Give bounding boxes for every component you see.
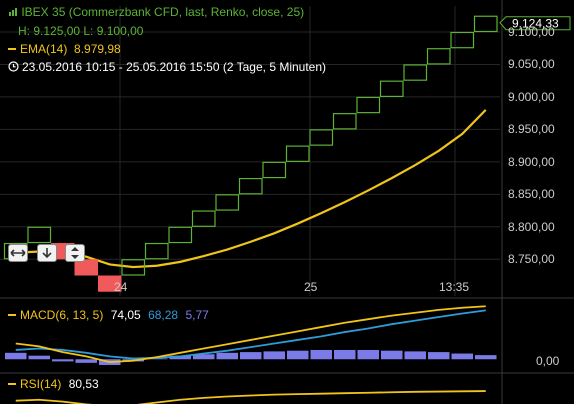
renko-brick-up <box>473 15 498 33</box>
price-tick-label: 8.950,00 <box>508 122 555 137</box>
histogram-value: 5,77 <box>185 308 209 322</box>
ema-layer <box>15 109 487 269</box>
renko-brick-up <box>332 113 357 130</box>
renko-brick-down <box>98 275 122 292</box>
macd-histogram-bar <box>263 351 285 360</box>
renko-brick-up <box>27 226 52 244</box>
scroll-horizontal-button[interactable] <box>8 244 28 262</box>
macd-histogram-bar <box>451 353 473 360</box>
renko-brick-up <box>285 145 310 162</box>
current-price-value: 9.124,33 <box>512 17 559 31</box>
macd-histogram-bar <box>357 349 379 360</box>
price-tick-label: 8.900,00 <box>508 154 555 169</box>
macd-histogram-bar <box>381 350 403 360</box>
macd-line <box>15 305 486 364</box>
legend-title: IBEX 35 (Commerzbank CFD, last, Renko, c… <box>8 5 304 19</box>
ema-value: 8.979,98 <box>74 42 121 56</box>
macd-histogram-bar <box>404 351 426 360</box>
price-tick-label: 9.000,00 <box>508 89 555 104</box>
clock-icon <box>8 61 19 72</box>
macd-histogram-bar <box>75 359 97 363</box>
scale-vertical-button[interactable] <box>65 244 85 262</box>
macd-histogram-bar <box>5 352 27 360</box>
renko-brick-down <box>74 259 98 276</box>
renko-brick-up <box>191 210 216 227</box>
macd-histogram-bar <box>52 359 74 362</box>
renko-bricks <box>3 15 498 292</box>
macd-histogram-bar <box>334 349 356 360</box>
macd-histogram-bar <box>216 352 238 360</box>
macd-histogram-bar <box>428 352 450 360</box>
renko-brick-up <box>403 64 428 81</box>
macd-histogram-bar <box>310 349 332 360</box>
rsi-value: 80,53 <box>68 377 99 391</box>
arrow-left-right-icon <box>10 249 26 257</box>
high-low-line: H: 9.125,00 L: 9.100,00 <box>18 24 144 38</box>
time-tick-label: 13:35 <box>439 280 470 294</box>
signal-value: 68,28 <box>148 308 179 322</box>
rsi-swatch <box>8 383 16 385</box>
rsi-layer <box>15 390 486 404</box>
macd-label: MACD(6, 13, 5) <box>20 308 104 322</box>
arrow-up-down-icon <box>71 247 79 259</box>
macd-histogram-bar <box>240 352 262 360</box>
renko-brick-up <box>379 80 404 98</box>
renko-brick-up <box>168 226 193 244</box>
macd-histogram-bar <box>28 355 50 360</box>
macd-histogram-bar <box>475 355 497 360</box>
price-tick-label: 8.850,00 <box>508 187 555 202</box>
renko-brick-up <box>356 96 381 114</box>
macd-histogram-bar <box>146 358 168 360</box>
ema-label: EMA(14) <box>20 42 68 56</box>
renko-brick-up <box>426 48 451 65</box>
macd-legend: MACD(6, 13, 5) 74,05 68,28 5,77 <box>8 308 209 322</box>
ema-line <box>15 109 487 269</box>
rsi-line <box>15 390 486 404</box>
ema-swatch <box>8 48 16 50</box>
rsi-legend: RSI(14) 80,53 <box>8 377 99 391</box>
renko-brick-up <box>121 259 146 276</box>
macd-layer <box>5 305 497 365</box>
instrument-title: IBEX 35 (Commerzbank CFD, last, Renko, c… <box>21 5 305 19</box>
renko-brick-up <box>450 31 475 49</box>
renko-bars-icon <box>8 6 18 16</box>
macd-zero-label: 0,00 <box>536 354 560 368</box>
renko-brick-up <box>309 129 334 146</box>
renko-brick-up <box>262 161 287 179</box>
period-line: 23.05.2016 10:15 - 25.05.2016 15:50 (2 T… <box>8 60 326 74</box>
price-badge-layer: 9.124,33 <box>499 16 571 31</box>
rsi-label: RSI(14) <box>20 377 62 391</box>
time-tick-label: 25 <box>304 280 318 294</box>
renko-brick-up <box>215 194 240 211</box>
macd-histogram-bar <box>169 355 191 360</box>
price-tick-label: 8.800,00 <box>508 219 555 234</box>
macd-value: 74,05 <box>110 308 141 322</box>
arrow-down-icon <box>42 248 52 259</box>
price-tick-label: 8.750,00 <box>508 252 555 267</box>
macd-histogram-bar <box>287 350 309 360</box>
period-text: 23.05.2016 10:15 - 25.05.2016 15:50 (2 T… <box>22 60 327 74</box>
macd-swatch <box>8 314 16 316</box>
current-price-badge <box>499 16 571 31</box>
time-tick-label: 24 <box>114 280 128 294</box>
macd-signal-line <box>15 309 486 360</box>
price-tick-label: 9.100,00 <box>508 24 555 39</box>
scroll-down-button[interactable] <box>37 244 57 262</box>
ema-legend: EMA(14) 8.979,98 <box>8 42 121 56</box>
renko-brick-up <box>238 177 263 195</box>
renko-brick-up <box>144 242 169 260</box>
price-tick-label: 9.050,00 <box>508 57 555 72</box>
macd-histogram-bar <box>193 354 215 360</box>
